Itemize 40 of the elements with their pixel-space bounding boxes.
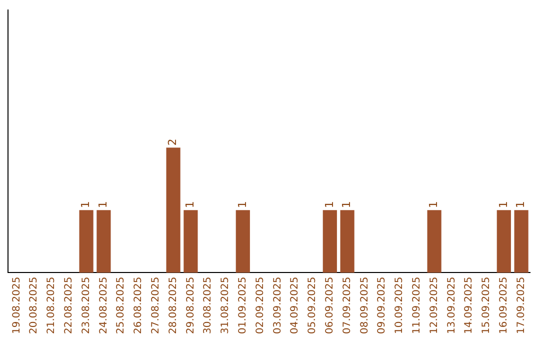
x-tick-label: 21.08.2025 <box>46 276 58 334</box>
x-tick-label: 29.08.2025 <box>185 276 196 334</box>
data-label: 1 <box>79 201 92 208</box>
x-tick-label: 30.08.2025 <box>202 276 214 334</box>
x-tick-label: 04.09.2025 <box>290 276 301 334</box>
x-tick-label: 13.09.2025 <box>446 276 458 334</box>
x-tick-label: 17.09.2025 <box>516 276 527 334</box>
data-label: 1 <box>514 201 528 208</box>
x-tick-label: 27.08.2025 <box>150 276 162 334</box>
data-label: 1 <box>184 201 197 208</box>
x-tick-label: 07.09.2025 <box>342 276 353 334</box>
data-label: 1 <box>96 201 110 208</box>
x-tick-label: 31.08.2025 <box>220 276 232 334</box>
x-tick-label: 20.08.2025 <box>28 276 40 334</box>
x-tick-label: 09.09.2025 <box>376 276 388 334</box>
x-tick-label: 25.08.2025 <box>116 276 127 334</box>
data-label: 1 <box>340 201 354 208</box>
x-tick-label: 16.09.2025 <box>498 276 510 334</box>
data-label: 1 <box>496 201 510 208</box>
data-label: 1 <box>322 201 336 208</box>
x-tick-label: 12.09.2025 <box>428 276 440 334</box>
x-tick-label: 26.08.2025 <box>133 276 144 334</box>
x-tick-label: 10.09.2025 <box>394 276 406 334</box>
x-tick-label: 05.09.2025 <box>307 276 318 334</box>
x-tick-label: 22.08.2025 <box>63 276 74 334</box>
x-tick-label: 14.09.2025 <box>464 276 475 334</box>
data-label: 2 <box>166 138 180 146</box>
x-tick-label: 28.08.2025 <box>168 276 179 334</box>
x-tick-label: 08.09.2025 <box>359 276 370 334</box>
x-tick-label: 24.08.2025 <box>98 276 110 334</box>
x-tick-label: 23.08.2025 <box>80 276 92 334</box>
data-label: 1 <box>427 201 440 208</box>
x-tick-label: 15.09.2025 <box>481 276 492 334</box>
data-label: 1 <box>236 201 249 208</box>
x-tick-label: 02.09.2025 <box>254 276 266 334</box>
x-tick-label: 01.09.2025 <box>237 276 248 334</box>
x-tick-label: 19.08.2025 <box>11 276 22 334</box>
x-tick-label: 03.09.2025 <box>272 276 284 334</box>
x-tick-label: 06.09.2025 <box>324 276 336 334</box>
x-tick-label: 11.09.2025 <box>411 276 422 334</box>
